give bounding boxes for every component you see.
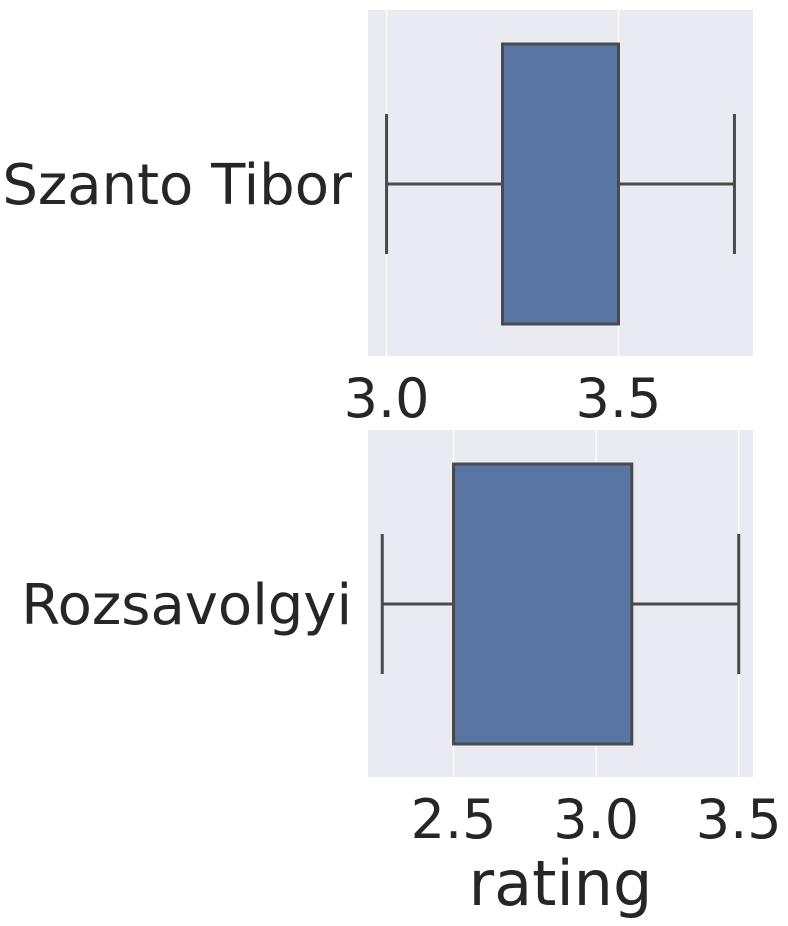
x-tick-label: 3.5 [696,788,782,851]
iqr-box [501,42,620,326]
x-tick-label: 3.0 [344,367,430,430]
iqr-box [452,462,634,746]
chart-panel-2: 2.5 3.0 3.5 Rozsavolgyi rating [21,430,782,920]
x-tick-label: 3.5 [576,367,662,430]
category-label: Rozsavolgyi [21,573,352,638]
chart-panel-1: 3.0 3.5 Szanto Tibor [2,10,753,430]
category-label: Szanto Tibor [2,153,353,218]
x-axis-title: rating [469,847,653,920]
x-tick-label: 2.5 [411,788,497,851]
x-tick-label: 3.0 [553,788,639,851]
